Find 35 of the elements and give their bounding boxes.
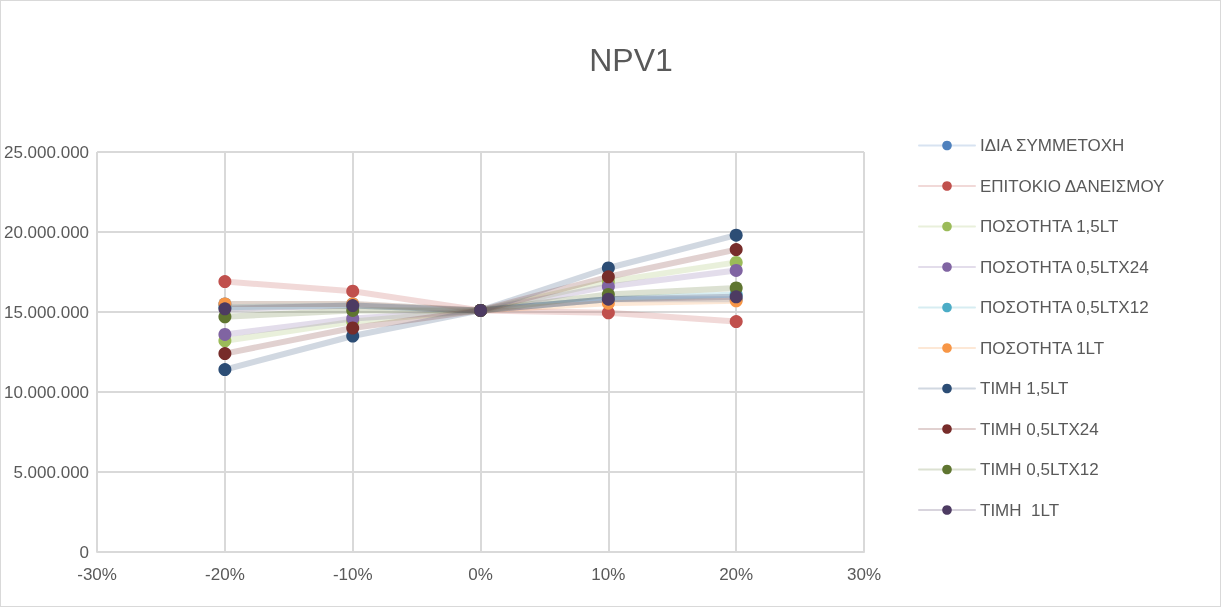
point bbox=[729, 315, 743, 329]
point bbox=[346, 321, 360, 335]
chart-title: NPV1 bbox=[589, 42, 673, 78]
x-tick-label: -20% bbox=[205, 565, 245, 584]
x-tick-label: 10% bbox=[591, 565, 626, 584]
x-tick-label: 0% bbox=[468, 565, 493, 584]
legend-label: ΕΠΙΤΟΚΙΟ ΔΑΝΕΙΣΜΟΥ bbox=[980, 176, 1165, 196]
x-tick-label: -10% bbox=[332, 565, 373, 584]
x-tick-label: 20% bbox=[719, 565, 754, 584]
y-tick-label: 10.000.000 bbox=[3, 382, 90, 402]
legend-label: ΠΟΣΟΤΗΤΑ 0,5LTX24 bbox=[980, 257, 1149, 277]
y-tick-label: 20.000.000 bbox=[3, 222, 90, 242]
point bbox=[218, 363, 232, 377]
y-tick-label: 25.000.000 bbox=[3, 142, 90, 162]
point bbox=[729, 228, 743, 242]
legend-label: ΠΟΣΟΤΗΤΑ 1,5LT bbox=[980, 217, 1119, 236]
legend-label: ΤΙΜΗ 0,5LTX24 bbox=[980, 419, 1099, 439]
legend-label: ΠΟΣΟΤΗΤΑ 0,5LTX12 bbox=[980, 298, 1149, 317]
legend-label: ΠΟΣΟΤΗΤΑ 1LT bbox=[980, 338, 1105, 358]
y-tick-label: 5.000.000 bbox=[13, 462, 90, 482]
point bbox=[218, 275, 232, 289]
point bbox=[218, 347, 232, 361]
point bbox=[218, 327, 232, 341]
legend-label: ΤΙΜΗ 0,5LTX12 bbox=[980, 460, 1099, 479]
legend-label: ΤΙΜΗ 1LT bbox=[980, 500, 1060, 520]
point bbox=[601, 270, 615, 284]
point bbox=[346, 284, 360, 298]
x-tick-label: -30% bbox=[77, 565, 117, 584]
x-tick-label: 30% bbox=[846, 565, 882, 584]
y-tick-label: 15.000.000 bbox=[3, 302, 90, 322]
y-tick-label: 0 bbox=[79, 542, 90, 562]
point bbox=[729, 263, 743, 277]
legend-label: ΙΔΙΑ ΣΥΜΜΕΤΟΧΗ bbox=[980, 136, 1125, 155]
legend-label: ΤΙΜΗ 1,5LT bbox=[980, 379, 1069, 398]
point bbox=[729, 243, 743, 257]
